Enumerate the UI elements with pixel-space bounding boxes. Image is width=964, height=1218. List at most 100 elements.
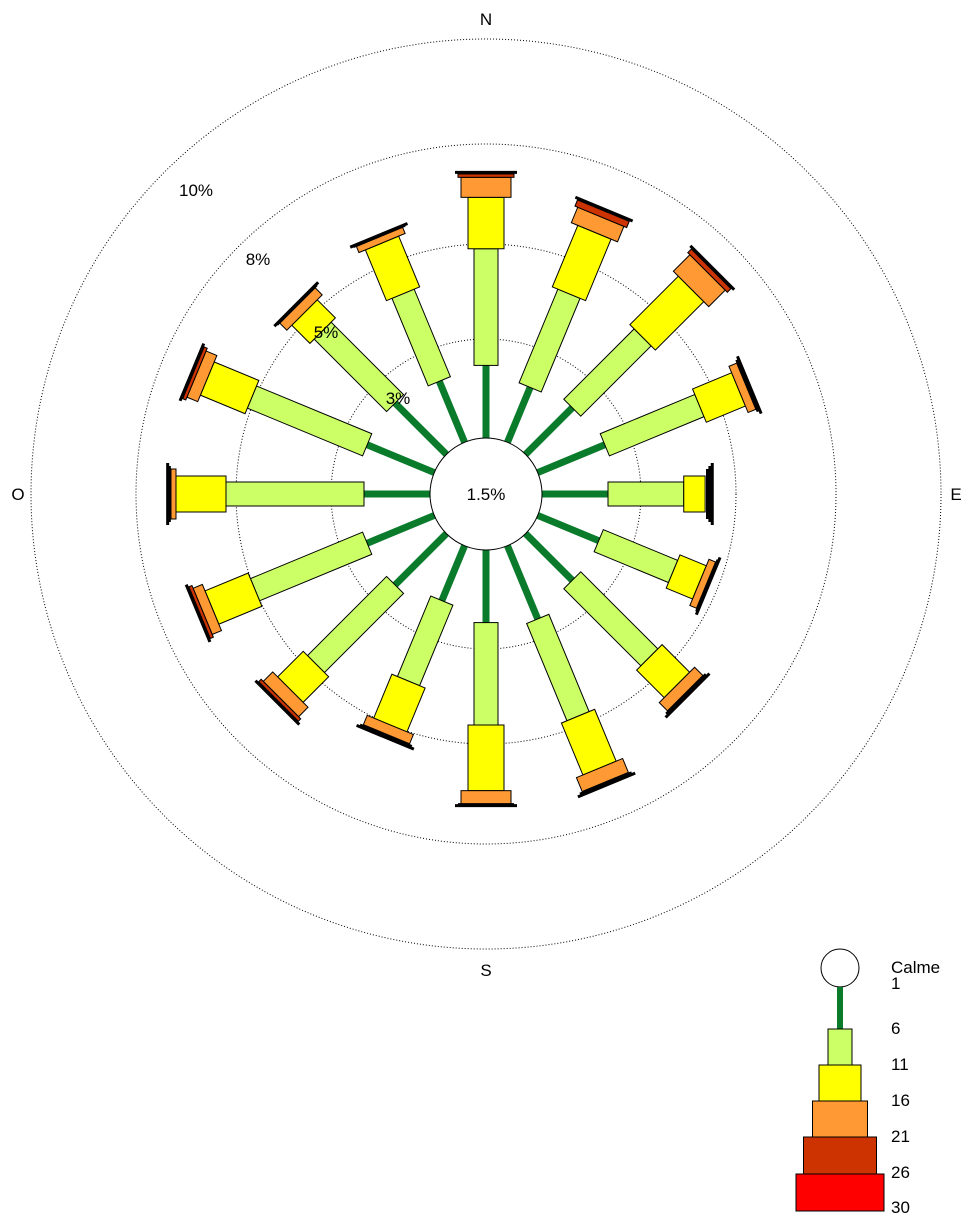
arm-N	[455, 170, 517, 438]
segment-NNW-6-11	[391, 288, 452, 387]
segment-NNE-21-26	[574, 199, 630, 229]
segment-E-6-11	[607, 481, 685, 507]
segment-ENE-6-11	[599, 393, 705, 457]
arm-cap-WSW	[185, 585, 211, 642]
segment-SE-21-26	[665, 673, 707, 715]
arm-cap-SW	[255, 680, 300, 725]
segment-ENE-21-26	[735, 359, 760, 413]
arm-cap-NNE	[575, 196, 633, 222]
segment-SSE-16-21	[575, 757, 630, 793]
segment-E-11-16	[683, 475, 706, 513]
ring-label-10: 10%	[179, 181, 213, 200]
arm-E	[542, 463, 714, 525]
segment-SE-6-11	[563, 571, 659, 667]
arm-WNW	[178, 342, 436, 476]
arm-W	[166, 463, 430, 525]
arm-NE	[523, 244, 736, 457]
segment-NW-1-6	[392, 400, 449, 457]
arm-cap-ENE	[736, 356, 762, 414]
legend-block-16-21	[812, 1100, 868, 1139]
segment-ESE-6-11	[593, 528, 679, 584]
arm-ESE	[536, 512, 722, 616]
arm-SSE	[504, 544, 636, 799]
legend-tick-26: 26	[891, 1163, 910, 1182]
segment-SSW-16-21	[362, 714, 415, 745]
ring-label-8: 8%	[246, 250, 271, 269]
segment-W-1-6	[364, 490, 430, 498]
legend-block-26-30	[795, 1173, 885, 1212]
arm-NW	[273, 281, 449, 457]
segment-SW-1-6	[392, 531, 449, 588]
segment-WSW-6-11	[249, 531, 373, 602]
legend-block-6-11	[827, 1028, 853, 1066]
segment-S-6-11	[473, 622, 499, 726]
segment-W-6-11	[225, 481, 365, 507]
compass-north-label: N	[480, 10, 492, 29]
segment-SSW-21-26	[359, 723, 413, 748]
ring-label-5: 5%	[314, 323, 339, 342]
arm-SSW	[356, 544, 468, 751]
arm-NNW	[349, 222, 468, 444]
ring-8-percent	[135, 143, 837, 845]
arm-S	[455, 550, 517, 808]
segment-SW-6-11	[306, 575, 405, 674]
calm-circle	[429, 437, 543, 551]
segment-S-1-6	[482, 550, 490, 623]
segment-ESE-1-6	[536, 512, 601, 544]
segment-S-11-16	[467, 724, 505, 792]
arm-cap-ESE	[695, 557, 721, 615]
segment-WNW-1-6	[365, 441, 436, 476]
segment-SE-1-6	[523, 531, 575, 583]
ring-labels: 3% 5% 8% 10%	[179, 181, 410, 408]
compass-south-label: S	[480, 961, 491, 980]
segment-NNE-1-6	[504, 386, 534, 444]
legend-tick-6: 6	[891, 1019, 900, 1038]
legend-tick-21: 21	[891, 1127, 910, 1146]
arm-cap-SE	[665, 673, 710, 718]
segment-WNW-6-11	[246, 385, 373, 457]
legend-block-1-6	[837, 987, 843, 1030]
segment-N-21-26	[457, 173, 515, 178]
segment-N-1-6	[482, 365, 490, 438]
legend-tick-11: 11	[891, 1055, 909, 1074]
segment-N-6-11	[473, 248, 499, 366]
direction-arms	[166, 170, 763, 808]
segment-NE-21-26	[687, 248, 732, 293]
segment-NE-6-11	[563, 328, 652, 417]
legend-tick-30: 30	[891, 1198, 910, 1217]
calm-percent-label: 1.5%	[467, 485, 506, 504]
segment-W-11-16	[175, 475, 227, 513]
legend-block-21-26	[803, 1136, 877, 1175]
segment-SSE-1-6	[504, 544, 541, 621]
legend-calm-label: Calme	[891, 958, 940, 977]
arm-cap-WNW	[179, 344, 205, 401]
arm-WSW	[184, 512, 436, 643]
legend-calm-circle	[820, 948, 860, 988]
segment-SSE-6-11	[525, 613, 590, 722]
segment-N-16-21	[460, 176, 512, 198]
compass-west-label: O	[11, 485, 24, 504]
arm-NNE	[504, 195, 634, 444]
ring-5-percent	[235, 243, 737, 745]
arm-SE	[523, 531, 711, 719]
segment-N-11-16	[467, 196, 505, 250]
legend-tick-16: 16	[891, 1091, 910, 1110]
segment-WNW-21-26	[182, 346, 208, 401]
compass-east-label: E	[950, 485, 961, 504]
legend-block-11-16	[818, 1064, 862, 1103]
segment-NNW-1-6	[436, 379, 468, 444]
segment-NNE-11-16	[551, 224, 612, 302]
arm-cap-NNW	[350, 222, 407, 248]
segment-WSW-21-26	[188, 584, 215, 640]
segment-SSW-1-6	[438, 544, 468, 602]
arm-ENE	[536, 355, 763, 476]
arm-SW	[254, 531, 449, 726]
segment-E-1-6	[542, 490, 608, 498]
arm-cap-NW	[274, 282, 319, 327]
segment-SSE-21-26	[579, 771, 633, 796]
segment-S-16-21	[460, 790, 512, 805]
arm-cap-SSW	[357, 724, 414, 750]
segment-SSW-6-11	[396, 595, 454, 687]
